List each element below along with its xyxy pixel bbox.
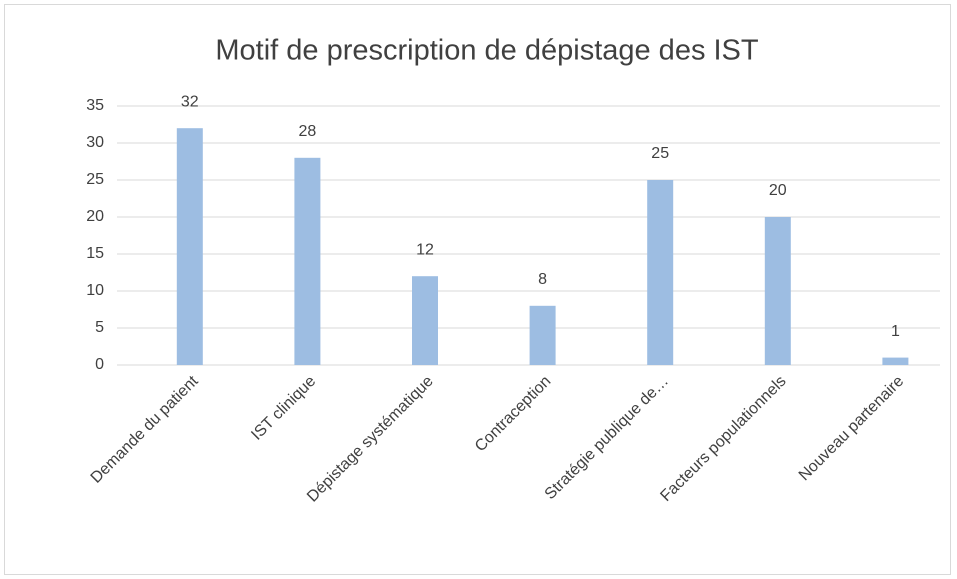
y-tick-label: 20 (86, 208, 104, 225)
y-tick-label: 5 (95, 319, 104, 336)
chart-border (4, 4, 951, 575)
bar (176, 128, 203, 365)
data-label: 32 (181, 93, 199, 110)
bar (412, 276, 438, 365)
bar (294, 157, 321, 365)
bar (882, 357, 909, 365)
chart-title: Motif de prescription de dépistage des I… (215, 35, 759, 67)
data-label: 8 (538, 271, 547, 288)
data-label: 28 (299, 123, 317, 140)
bar (764, 217, 791, 365)
data-label: 25 (651, 145, 669, 162)
y-tick-label: 10 (86, 282, 104, 299)
y-tick-label: 35 (86, 97, 104, 114)
y-tick-label: 25 (86, 171, 104, 188)
data-label: 20 (769, 182, 787, 199)
y-tick-label: 15 (86, 245, 104, 262)
bar (647, 180, 674, 365)
y-tick-label: 30 (86, 134, 104, 151)
bar (529, 305, 556, 365)
data-label: 12 (416, 241, 434, 258)
data-label: 1 (891, 323, 900, 340)
y-tick-label: 0 (95, 356, 104, 373)
